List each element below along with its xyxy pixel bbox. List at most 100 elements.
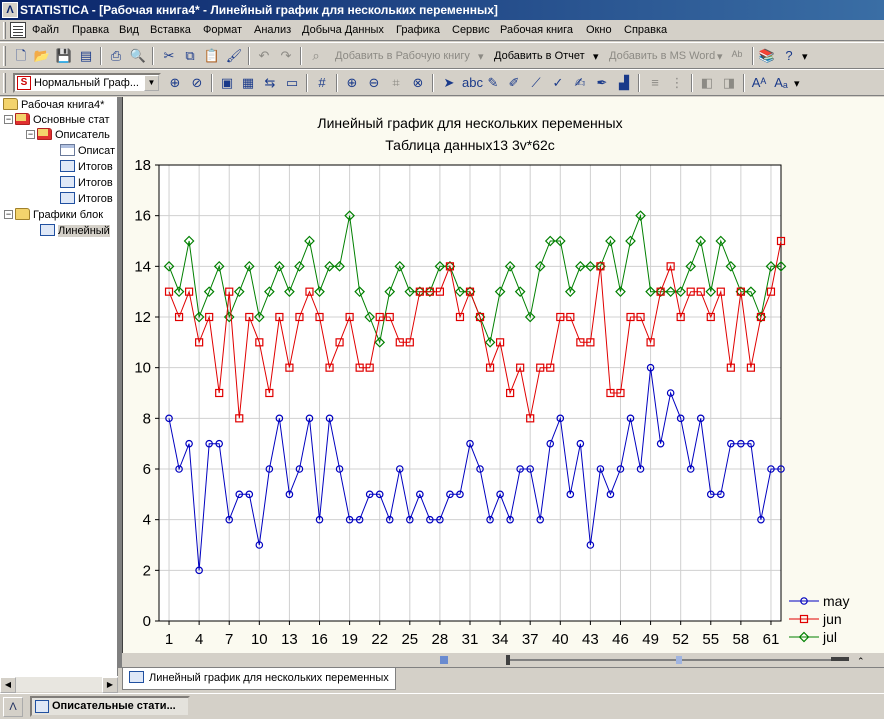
distribute-icon[interactable]: ⋮: [670, 75, 684, 90]
graph-style-value: Нормальный Граф...: [34, 77, 139, 89]
collapse-icon[interactable]: −: [4, 209, 13, 219]
arrow-tool-icon[interactable]: ✐: [508, 75, 520, 90]
print-preview-icon[interactable]: 🔍: [129, 48, 147, 63]
taskbar-window-button[interactable]: Описательные стати...: [30, 696, 190, 717]
draw-tool-icon[interactable]: ✎: [487, 75, 499, 90]
menu-help[interactable]: Справка: [624, 24, 668, 36]
chart-zoom-slider[interactable]: ⌃: [122, 653, 884, 667]
grid-icon[interactable]: #: [318, 75, 326, 90]
graph-options-icon[interactable]: ▦: [241, 75, 255, 90]
dropdown-arrow-icon[interactable]: ▾: [478, 51, 484, 63]
data-point-jun: [576, 338, 585, 347]
brush-tool-icon[interactable]: ⊘: [191, 75, 203, 90]
menu-tools[interactable]: Сервис: [452, 24, 490, 36]
toolbar-grip-icon[interactable]: [3, 46, 6, 66]
print-icon[interactable]: ⎙: [110, 48, 122, 63]
pdf-icon[interactable]: ▤: [79, 48, 93, 63]
menu-format[interactable]: Формат: [203, 24, 243, 36]
tree-item-itog-1[interactable]: Итогов: [60, 159, 113, 175]
toolbar-options-arrow-icon[interactable]: ▾: [794, 78, 800, 90]
statistica-start-icon[interactable]: Λ: [3, 697, 23, 717]
menu-edit[interactable]: Правка: [72, 24, 110, 36]
data-point-jul: [404, 286, 416, 298]
data-point-may: [456, 490, 464, 499]
toolbar-grip-icon[interactable]: [3, 73, 6, 93]
x-tick-label: 61: [763, 631, 780, 648]
send-back-icon[interactable]: ◨: [722, 75, 736, 90]
spell-check-icon[interactable]: ᴬᵇ: [731, 48, 743, 63]
scroll-right-icon[interactable]: ▶: [102, 677, 118, 693]
redo-icon[interactable]: ↷: [280, 48, 292, 63]
tree-item-linear-graph[interactable]: Линейный: [40, 223, 110, 239]
copy-icon[interactable]: ⧉: [185, 48, 195, 63]
bring-front-icon[interactable]: ◧: [700, 75, 714, 90]
data-point-jun: [275, 312, 284, 322]
menu-workbook[interactable]: Рабочая книга: [500, 24, 574, 36]
tree-item-desc-sheet[interactable]: Описат: [60, 143, 115, 159]
chevron-down-icon[interactable]: ▼: [144, 75, 159, 91]
data-point-jul: [564, 286, 576, 298]
zoom-handle-icon: [440, 656, 448, 664]
tree-horizontal-scrollbar[interactable]: ◀ ▶: [0, 676, 118, 693]
menu-analysis[interactable]: Анализ: [254, 24, 292, 36]
open-folder-icon[interactable]: 📂: [33, 48, 51, 63]
data-point-may: [526, 465, 534, 473]
data-point-may: [245, 490, 254, 499]
collapse-icon[interactable]: −: [26, 129, 35, 139]
zoom-in-icon[interactable]: ⊕: [346, 75, 358, 90]
multigraph-icon[interactable]: ⇆: [264, 75, 276, 90]
line-tool-icon[interactable]: ⟋: [531, 75, 541, 90]
tree-item-workbook[interactable]: Рабочая книга4*: [3, 97, 104, 113]
collapse-icon[interactable]: −: [4, 114, 13, 124]
pen-tool-icon[interactable]: ✒: [596, 75, 608, 90]
scroll-left-icon[interactable]: ◀: [0, 677, 16, 693]
menu-window[interactable]: Окно: [586, 24, 612, 36]
menu-view[interactable]: Вид: [119, 24, 139, 36]
menu-file[interactable]: Файл: [32, 24, 60, 36]
cut-icon[interactable]: ✂: [163, 48, 175, 63]
tree-item-itog-2[interactable]: Итогов: [60, 175, 113, 191]
toolbar-options-arrow-icon[interactable]: ▾: [802, 51, 808, 63]
undo-icon[interactable]: ↶: [258, 48, 270, 63]
dropdown-arrow-icon[interactable]: ▾: [717, 51, 723, 63]
reset-zoom-icon[interactable]: ⊗: [412, 75, 424, 90]
zoom-tool-icon[interactable]: ⊕: [169, 75, 181, 90]
add-to-workbook-button[interactable]: Добавить в Рабочую книгу: [335, 50, 470, 62]
books-icon[interactable]: 📚: [758, 48, 776, 63]
menubar-grip-icon[interactable]: [3, 22, 6, 39]
app-icon[interactable]: Λ: [2, 2, 18, 18]
data-point-may: [676, 414, 685, 423]
binoculars-icon[interactable]: ⌕: [312, 48, 320, 63]
tree-item-block-graphs[interactable]: − Графики блок: [4, 208, 104, 221]
document-menu-icon[interactable]: [10, 22, 26, 38]
menu-insert[interactable]: Вставка: [150, 24, 191, 36]
font-grow-icon[interactable]: Aᴬ: [751, 75, 767, 90]
tree-item-itog-3[interactable]: Итогов: [60, 191, 113, 207]
font-shrink-icon[interactable]: Aₐ: [774, 75, 788, 90]
align-icon[interactable]: ≡: [651, 75, 659, 90]
graph-style-combo[interactable]: S Нормальный Граф... ▼: [13, 73, 161, 93]
help-pointer-icon[interactable]: ?: [785, 48, 793, 63]
select-graph-icon[interactable]: ▣: [220, 75, 234, 90]
freehand-tool-icon[interactable]: ✍: [574, 75, 586, 90]
tree-item-basic-stats[interactable]: − Основные стат: [4, 113, 110, 126]
menu-data-mining[interactable]: Добыча Данных: [302, 24, 384, 36]
add-to-msword-button[interactable]: Добавить в MS Word: [609, 50, 716, 62]
data-editor-icon[interactable]: ▭: [285, 75, 299, 90]
tab-linear-chart[interactable]: Линейный график для нескольких переменны…: [122, 668, 396, 690]
new-file-icon[interactable]: 🗋: [15, 48, 27, 63]
text-tool-icon[interactable]: abc: [462, 75, 483, 90]
pointer-icon[interactable]: ➤: [443, 75, 455, 90]
dropdown-arrow-icon[interactable]: ▾: [593, 51, 599, 63]
format-painter-icon[interactable]: 🖌: [225, 48, 243, 63]
zoom-out-icon[interactable]: ⊖: [368, 75, 380, 90]
add-to-report-button[interactable]: Добавить в Отчет: [494, 50, 585, 62]
save-icon[interactable]: 💾: [55, 48, 73, 63]
menu-graphics[interactable]: Графика: [396, 24, 440, 36]
zoom-extent-icon[interactable]: ⌗: [392, 75, 400, 90]
tree-item-descriptive[interactable]: − Описатель: [26, 128, 110, 141]
paste-icon[interactable]: 📋: [203, 48, 221, 63]
bucket-tool-icon[interactable]: ▟: [619, 75, 629, 90]
polyline-tool-icon[interactable]: ✓: [552, 75, 564, 90]
